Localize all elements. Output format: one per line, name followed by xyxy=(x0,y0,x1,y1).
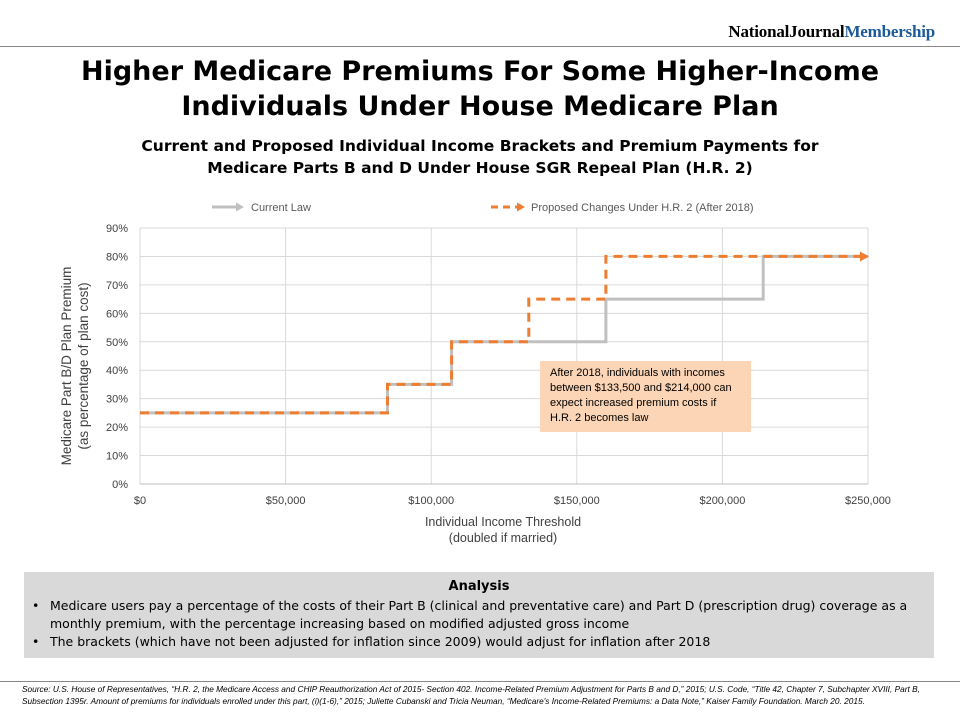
y-tick-label: 40% xyxy=(106,365,128,377)
x-tick-label: $250,000 xyxy=(845,495,891,507)
y-tick-label: 20% xyxy=(106,422,128,434)
series-line-proposed xyxy=(140,254,868,415)
y-tick-label: 50% xyxy=(106,337,128,349)
x-tick-label: $50,000 xyxy=(266,495,306,507)
legend-label-current-law: Current Law xyxy=(251,202,311,214)
analysis-bullet: The brackets (which have not been adjust… xyxy=(32,633,934,651)
y-axis-title: Medicare Part B/D Plan Premium xyxy=(59,267,74,466)
legend-label-proposed: Proposed Changes Under H.R. 2 (After 201… xyxy=(531,202,754,214)
x-axis-subtitle: (doubled if married) xyxy=(449,531,557,545)
annotation-box xyxy=(540,361,751,432)
page-title: Higher Medicare Premiums For Some Higher… xyxy=(0,54,960,124)
brand-name-part2: Membership xyxy=(844,22,935,41)
footer-divider xyxy=(0,681,960,682)
y-tick-label: 10% xyxy=(106,451,128,463)
series-end-arrow-proposed xyxy=(860,251,869,262)
legend-arrow-proposed xyxy=(517,202,525,212)
x-tick-label: $100,000 xyxy=(408,495,454,507)
y-tick-label: 70% xyxy=(106,280,128,292)
header-divider xyxy=(0,46,960,47)
page-title-line1: Higher Medicare Premiums For Some Higher… xyxy=(80,56,880,87)
brand-logo: NationalJournalMembership xyxy=(728,22,935,42)
series-line-current-law xyxy=(140,254,868,415)
y-tick-label: 90% xyxy=(106,223,128,235)
x-tick-label: $200,000 xyxy=(699,495,745,507)
analysis-box: Analysis Medicare users pay a percentage… xyxy=(24,572,934,658)
source-note: Source: U.S. House of Representatives, “… xyxy=(22,684,920,706)
annotation-text-line: expect increased premium costs if xyxy=(550,397,717,409)
chart-subtitle-line1: Current and Proposed Individual Income B… xyxy=(141,137,819,155)
x-axis-title: Individual Income Threshold xyxy=(425,515,581,529)
annotation-text-line: H.R. 2 becomes law xyxy=(550,412,648,424)
annotation-text-line: between $133,500 and $214,000 can xyxy=(550,382,732,394)
y-tick-label: 60% xyxy=(106,308,128,320)
y-tick-label: 80% xyxy=(106,251,128,263)
chart-subtitle-line2: Medicare Parts B and D Under House SGR R… xyxy=(207,159,753,177)
analysis-bullet: Medicare users pay a percentage of the c… xyxy=(32,597,934,633)
premium-step-chart: 0% 10% 20% 30% 40% 50% 60% 70% 80% 90% $0 $50,000 $1… xyxy=(59,202,891,545)
analysis-heading: Analysis xyxy=(448,579,510,594)
brand-name-part1: NationalJournal xyxy=(728,22,845,41)
analysis-list: Medicare users pay a percentage of the c… xyxy=(24,597,934,651)
annotation-text-line: After 2018, individuals with incomes xyxy=(550,367,725,379)
chart-subtitle: Current and Proposed Individual Income B… xyxy=(0,135,960,179)
y-axis-subtitle: (as percentage of plan cost) xyxy=(76,282,91,449)
y-tick-label: 30% xyxy=(106,394,128,406)
x-tick-label: $0 xyxy=(134,495,146,507)
legend-arrow-current-law xyxy=(236,202,244,212)
x-tick-label: $150,000 xyxy=(554,495,600,507)
page-title-line2: Individuals Under House Medicare Plan xyxy=(181,91,779,122)
y-tick-label: 0% xyxy=(112,479,128,491)
